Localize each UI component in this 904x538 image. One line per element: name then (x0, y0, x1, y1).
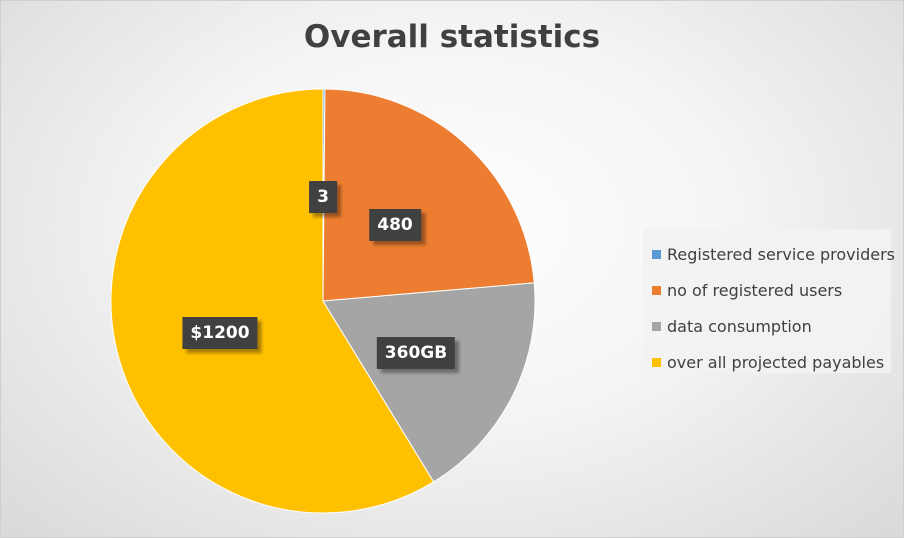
data-label-2: 360GB (376, 337, 456, 369)
legend-swatch-1 (652, 285, 661, 295)
legend-item-3: over all projected payables (652, 344, 891, 380)
data-label-1: 480 (369, 209, 421, 241)
legend-item-1: no of registered users (652, 272, 891, 308)
data-label-0: 3 (309, 181, 337, 213)
pie-slice-2 (322, 282, 536, 483)
pie-slice-1 (322, 88, 535, 302)
legend-label-0: Registered service providers (667, 244, 896, 264)
legend-swatch-3 (652, 357, 661, 367)
legend-label-3: over all projected payables (667, 352, 885, 372)
legend: Registered service providers no of regist… (643, 229, 895, 373)
legend-swatch-2 (652, 321, 661, 331)
chart-title: Overall statistics (303, 19, 601, 55)
legend-label-1: no of registered users (667, 280, 843, 300)
legend-swatch-0 (652, 249, 661, 259)
data-label-3: $1200 (182, 317, 258, 349)
pie-slice-3 (110, 88, 435, 514)
legend-item-0: Registered service providers (652, 236, 895, 272)
legend-label-2: data consumption (667, 316, 812, 336)
legend-item-2: data consumption (652, 308, 891, 344)
